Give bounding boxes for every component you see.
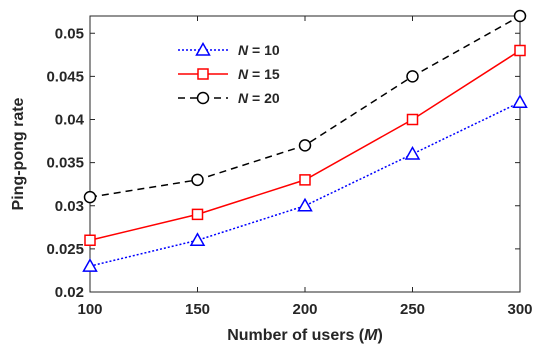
legend-label: N = 15 — [238, 66, 280, 82]
legend-entry: N = 15 — [178, 66, 280, 82]
x-tick-label: 300 — [507, 301, 532, 318]
y-tick-label: 0.045 — [46, 68, 84, 85]
legend-label: N = 20 — [238, 90, 280, 106]
y-tick-label: 0.02 — [55, 284, 84, 301]
x-tick-label: 100 — [77, 301, 102, 318]
series-line — [89, 101, 521, 267]
legend-marker — [195, 41, 211, 56]
data-point — [512, 94, 528, 108]
data-point — [191, 208, 204, 221]
x-axis-label: Number of users (M) — [227, 327, 383, 344]
x-tick-label: 200 — [292, 301, 317, 318]
legend-entry: N = 20 — [178, 90, 280, 106]
plot-area — [89, 15, 521, 293]
data-point — [191, 173, 204, 187]
data-point — [84, 234, 96, 246]
series-20 — [83, 9, 527, 204]
legend-label: N = 10 — [238, 42, 280, 58]
legend-entry: N = 10 — [178, 41, 280, 58]
data-point — [298, 139, 312, 152]
data-point — [513, 9, 527, 23]
x-tick-label: 150 — [185, 301, 210, 318]
data-point — [406, 70, 419, 83]
data-point — [299, 174, 311, 186]
legend: N = 10 N = 15 N = 20 — [178, 41, 280, 106]
data-point — [189, 232, 206, 246]
data-point — [297, 197, 313, 212]
y-tick-label: 0.025 — [46, 241, 84, 258]
y-axis-label: Ping-pong rate — [10, 97, 27, 210]
series-15 — [84, 44, 526, 246]
y-axis-ticks: 0.02 0.025 0.03 0.035 0.04 0.045 0.05 — [46, 25, 520, 301]
data-point — [82, 258, 98, 272]
series-10 — [82, 94, 528, 272]
y-tick-label: 0.05 — [55, 25, 84, 42]
legend-marker — [196, 91, 210, 105]
x-axis-ticks: 100 150 200 250 300 — [77, 16, 533, 318]
series-layer — [82, 9, 528, 272]
data-point — [514, 44, 526, 57]
y-tick-label: 0.035 — [46, 155, 84, 172]
y-tick-label: 0.03 — [55, 198, 84, 215]
data-point — [83, 190, 97, 204]
data-point — [404, 145, 421, 160]
x-tick-label: 250 — [400, 301, 425, 318]
legend-marker — [197, 68, 209, 80]
y-tick-label: 0.04 — [55, 112, 85, 129]
data-point — [406, 113, 419, 126]
